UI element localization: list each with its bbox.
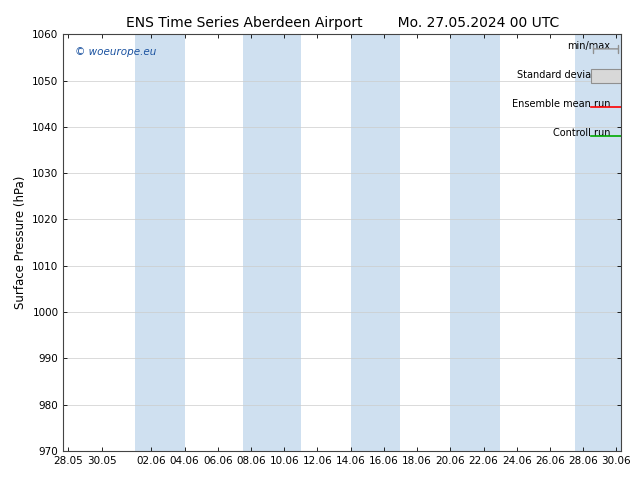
Bar — [243, 34, 301, 451]
Bar — [450, 34, 500, 451]
Bar — [591, 69, 621, 83]
Text: Ensemble mean run: Ensemble mean run — [512, 99, 610, 109]
Bar — [351, 34, 401, 451]
Y-axis label: Surface Pressure (hPa): Surface Pressure (hPa) — [14, 176, 27, 309]
Title: ENS Time Series Aberdeen Airport        Mo. 27.05.2024 00 UTC: ENS Time Series Aberdeen Airport Mo. 27.… — [126, 16, 559, 30]
Text: Standard deviation: Standard deviation — [517, 70, 610, 80]
Text: Controll run: Controll run — [553, 128, 610, 138]
Bar — [575, 34, 624, 451]
Text: min/max: min/max — [567, 41, 610, 50]
Text: © woeurope.eu: © woeurope.eu — [75, 47, 156, 57]
Bar — [135, 34, 184, 451]
